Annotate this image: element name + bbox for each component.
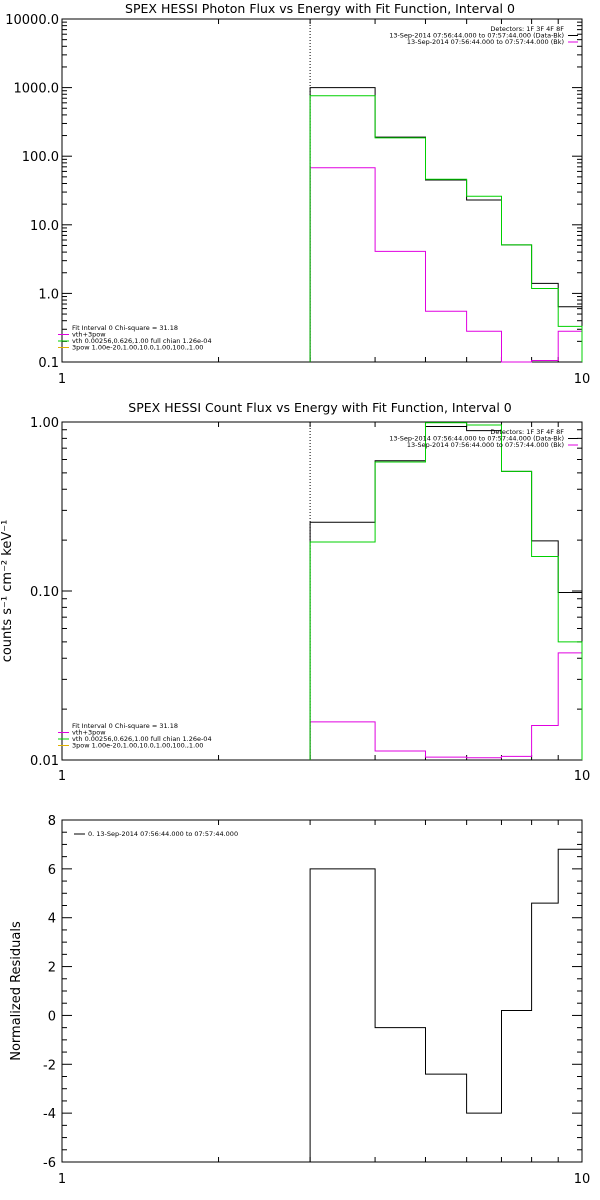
count-legend-bottom-left-entry: vth+3pow [72, 729, 106, 737]
count-x-tick-10: 10 [574, 769, 591, 784]
count-series-data [309, 426, 583, 760]
count-series-fit [309, 422, 583, 760]
photon-x-tick-1: 1 [58, 372, 66, 387]
count-legend-top-right-entry: Detectors: 1F 3F 4F 8F [490, 428, 564, 436]
count-chart-title: SPEX HESSI Count Flux vs Energy with Fit… [128, 400, 511, 415]
photon-y-tick-label: 10000.0 [5, 13, 59, 28]
photon-series-data [309, 87, 583, 362]
count-legend-top-right-entry: 13-Sep-2014 07:56:44.000 to 07:57:44.000… [389, 435, 564, 443]
count-flux-panel: SPEX HESSI Count Flux vs Energy with Fit… [0, 400, 590, 784]
photon-series-background [309, 167, 583, 363]
residuals-y-tick-label: 2 [48, 961, 56, 976]
photon-legend-top-right-entry: Detectors: 1F 3F 4F 8F [490, 25, 564, 33]
residuals-y-tick-label: 4 [48, 912, 56, 927]
photon-y-tick-label: 1.0 [38, 287, 59, 302]
photon-legend-bottom-left-entry: 3pow 1.00e-20,1.00,10.0,1.00,100.,1.00 [72, 344, 203, 352]
residuals-y-tick-label: 6 [48, 863, 56, 878]
photon-legend-bottom-left-entry: vth 0.00256,0.626,1.00 full chian 1.26e-… [72, 337, 212, 345]
residuals-panel: -6 -4 -2 0 2 4 6 8 0. 13-Sep-2014 07:56:44.000 t… [9, 814, 590, 1187]
photon-legend-top-right-entry: 13-Sep-2014 07:56:44.000 to 07:57:44.000… [389, 32, 564, 40]
count-plot-frame [61, 421, 583, 761]
photon-legend-bottom-left-entry: Fit Interval 0 Chi-square = 31.18 [72, 324, 178, 332]
count-legend-bottom-left-entry: 3pow 1.00e-20,1.00,10.0,1.00,100.,1.00 [72, 742, 203, 750]
count-y-axis-label: counts s⁻¹ cm⁻² keV⁻¹ [0, 520, 15, 663]
residuals-y-tick-label: 8 [48, 814, 56, 829]
residuals-x-tick-1: 1 [58, 1172, 66, 1187]
photon-y-tick-label: 100.0 [22, 150, 59, 165]
residuals-y-tick-label: -2 [43, 1058, 56, 1073]
photon-plot-frame [61, 18, 583, 363]
residuals-plot-area: -6 -4 -2 0 2 4 6 8 0. 13-Sep-2014 07:56:44.000 t… [43, 814, 583, 1171]
count-y-tick-label: 0.10 [30, 585, 59, 600]
photon-flux-panel: SPEX HESSI Photon Flux vs Energy with Fi… [5, 1, 590, 387]
residuals-legend-top-left-entry: 0. 13-Sep-2014 07:56:44.000 to 07:57:44.… [88, 830, 238, 838]
count-x-tick-1: 1 [58, 769, 66, 784]
count-series-background [309, 652, 583, 760]
photon-y-tick-label: 0.1 [38, 356, 59, 371]
photon-chart-title: SPEX HESSI Photon Flux vs Energy with Fi… [125, 1, 515, 16]
residuals-plot-frame [61, 819, 583, 1163]
count-y-tick-label: 1.00 [30, 416, 59, 431]
photon-plot-area: 0.1 1.0 10.0 100.0 1000.0 10000.0 Detectors: 1… [5, 13, 583, 371]
photon-legend-top-right-entry: 13-Sep-2014 07:56:44.000 to 07:57:44.000… [407, 38, 564, 46]
photon-legend-bottom-left-entry: vth+3pow [72, 331, 106, 339]
residuals-y-axis-label: Normalized Residuals [9, 921, 24, 1061]
residuals-y-tick-label: -4 [43, 1107, 56, 1122]
count-legend-top-right-entry: 13-Sep-2014 07:56:44.000 to 07:57:44.000… [407, 441, 564, 449]
photon-y-tick-label: 10.0 [30, 219, 59, 234]
count-y-tick-label: 0.01 [30, 754, 59, 769]
photon-y-tick-label: 1000.0 [14, 82, 60, 97]
count-legend-bottom-left-entry: Fit Interval 0 Chi-square = 31.18 [72, 722, 178, 730]
residuals-y-tick-label: 0 [48, 1009, 56, 1024]
photon-x-tick-10: 10 [574, 372, 591, 387]
residuals-y-tick-label: -6 [43, 1156, 56, 1171]
count-legend-bottom-left-entry: vth 0.00256,0.626,1.00 full chian 1.26e-… [72, 735, 212, 743]
residuals-x-tick-10: 10 [574, 1172, 591, 1187]
photon-series-fit [309, 95, 583, 362]
residuals-series-residuals [309, 848, 583, 1162]
